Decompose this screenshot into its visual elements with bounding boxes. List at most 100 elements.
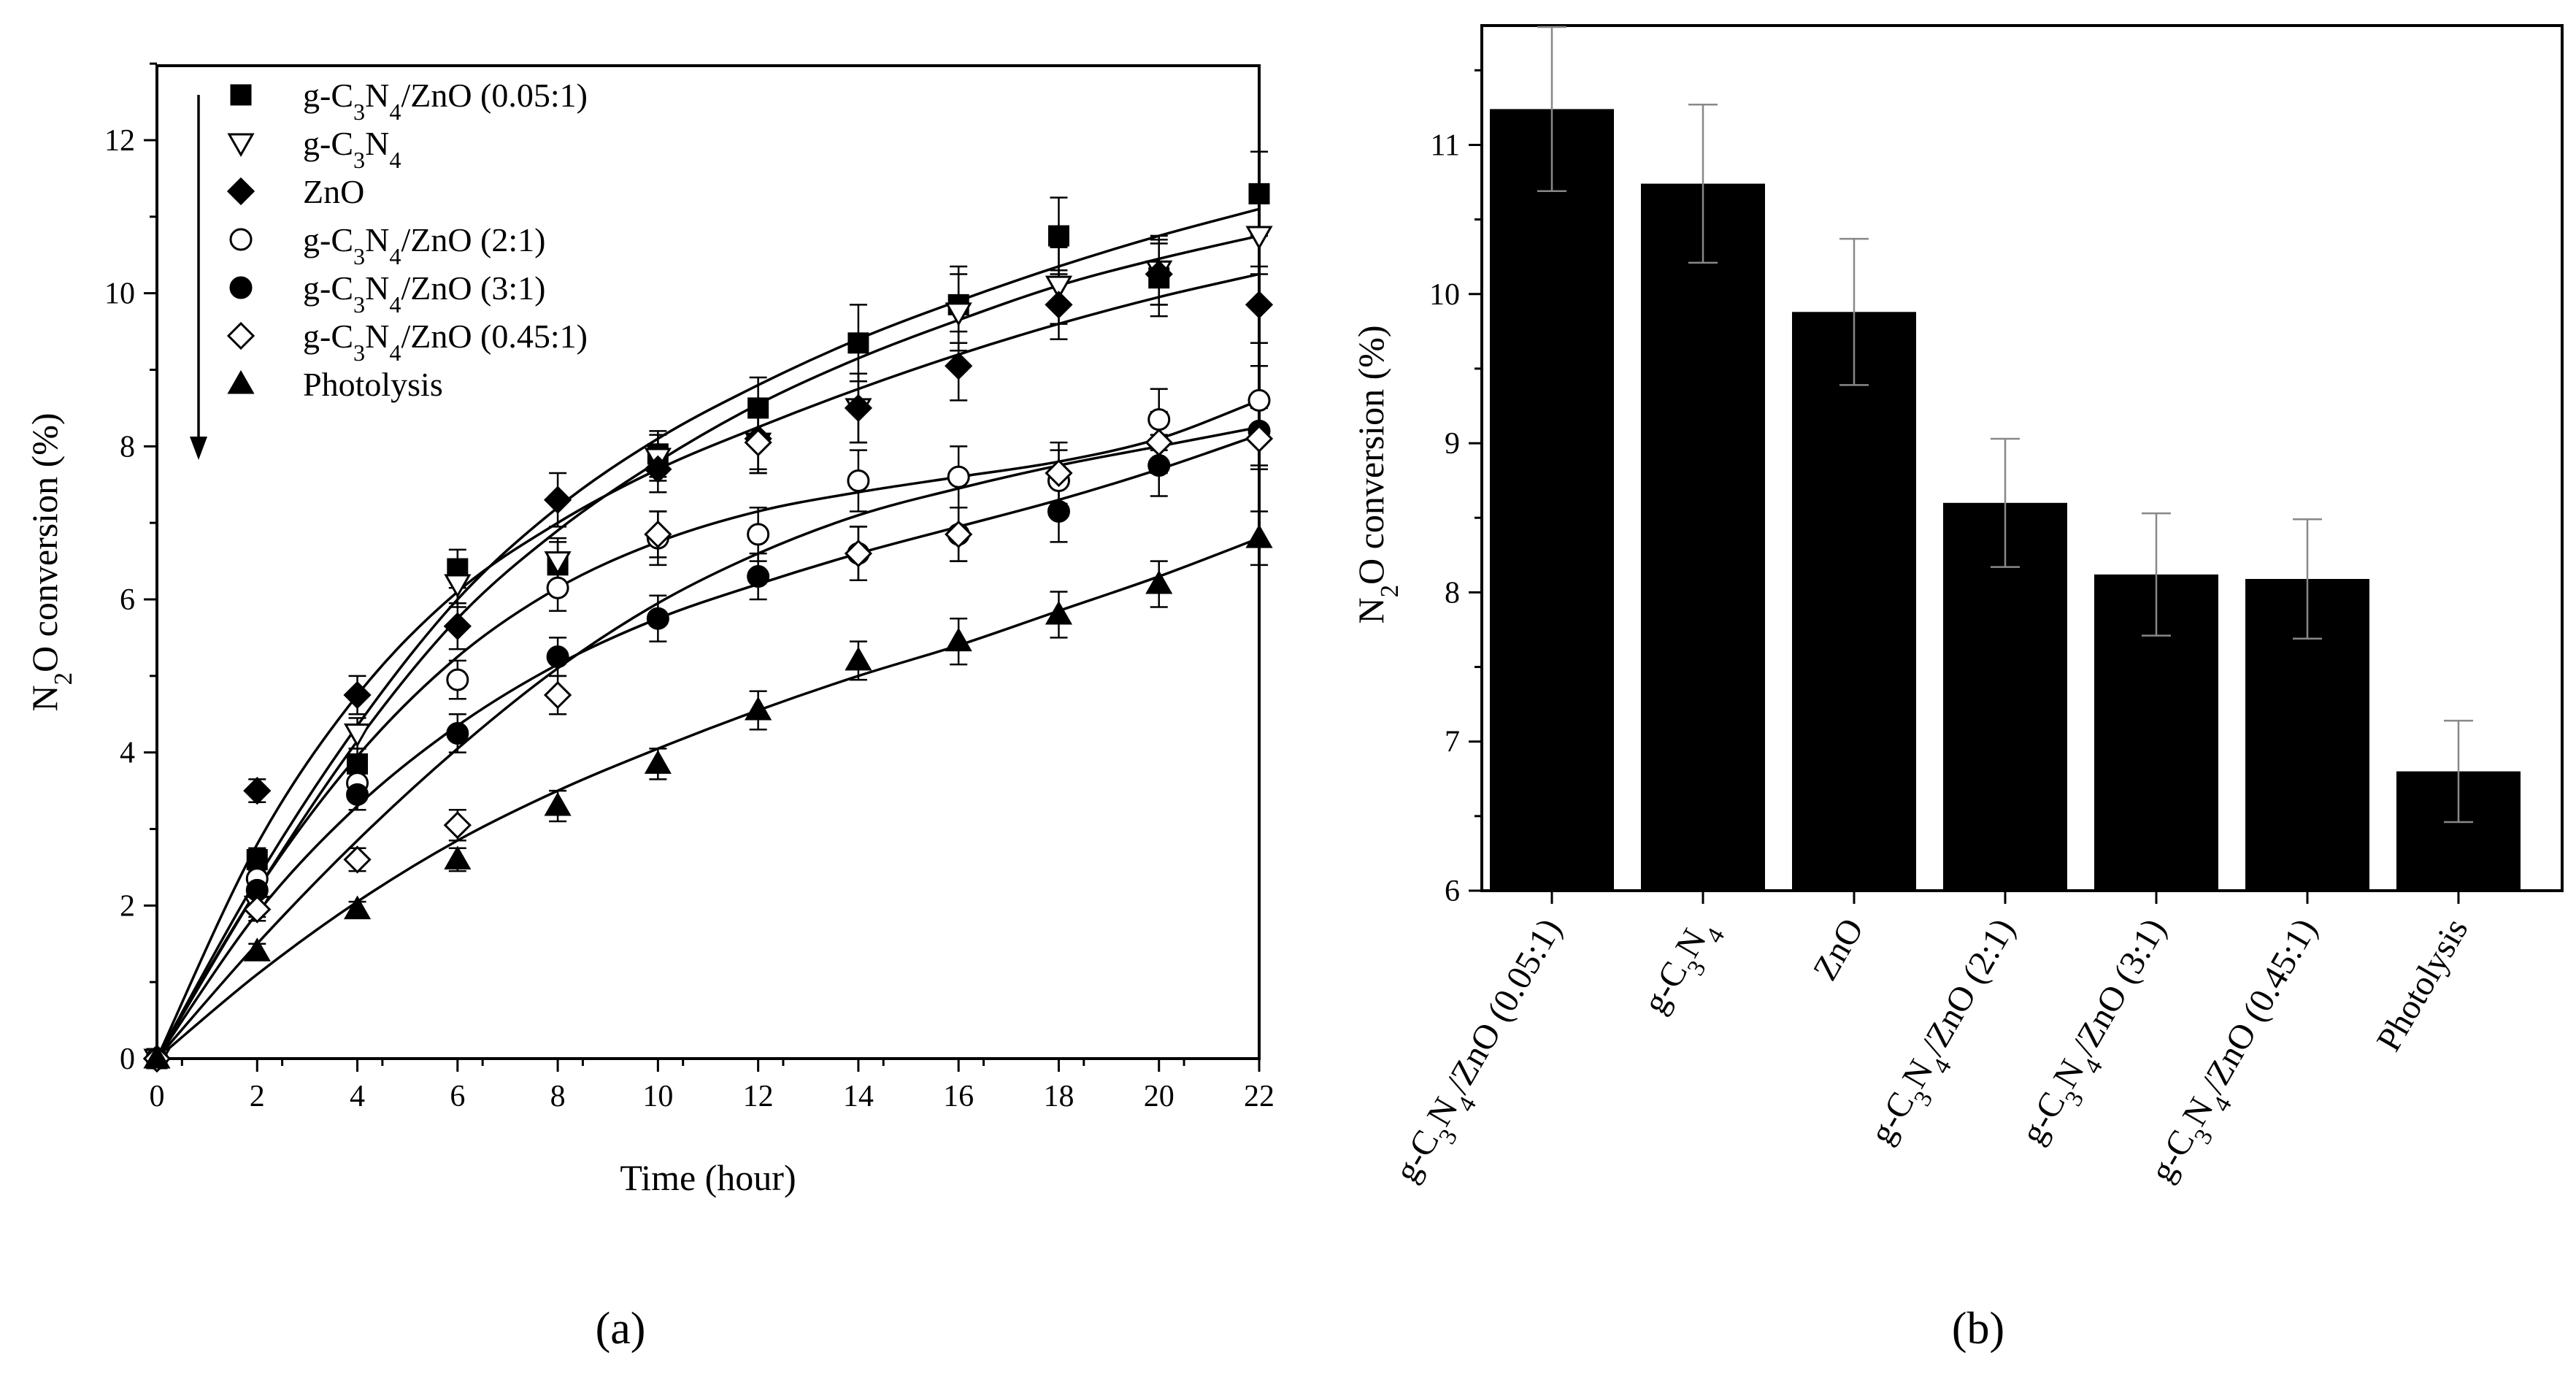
- panel-a-x-tick-label: 12: [743, 1080, 774, 1113]
- bar-zno: [1792, 312, 1916, 891]
- data-point-g-c3n4-zno-3-1: [1047, 499, 1070, 523]
- data-point-zno: [243, 776, 272, 805]
- data-point-g-c3n4-zno-0-45-1: [844, 539, 873, 568]
- legend-marker-g-c3n4-zno-0-05-1: [230, 84, 252, 106]
- data-point-g-c3n4-zno-0-45-1: [443, 811, 472, 840]
- panel-a-x-tick-label: 18: [1043, 1080, 1074, 1113]
- category-label-g-c3n4: g-C3N4: [1635, 912, 1730, 1026]
- data-point-g-c3n4-zno-0-45-1: [1145, 428, 1173, 457]
- legend-marker-g-c3n4-zno-2-1: [229, 228, 253, 251]
- data-point-zno: [1045, 291, 1073, 319]
- panel-a-plot-frame: [155, 64, 1261, 1060]
- data-point-photolysis: [1245, 524, 1273, 548]
- legend-label-photolysis: Photolysis: [303, 366, 443, 403]
- data-point-g-c3n4-zno-0-45-1: [1045, 458, 1073, 488]
- data-point-photolysis: [343, 895, 372, 920]
- panel-a-x-tick-label: 0: [150, 1080, 165, 1113]
- data-point-g-c3n4: [343, 723, 372, 748]
- data-point-photolysis: [1145, 570, 1173, 594]
- data-point-photolysis: [143, 1044, 171, 1069]
- legend-label-zno: ZnO: [303, 173, 364, 210]
- data-point-zno: [543, 485, 572, 514]
- data-point-zno: [945, 352, 973, 380]
- data-point-g-c3n4-zno-0-05-1: [747, 397, 769, 419]
- panel-a-ylabel: N2O conversion (%): [24, 412, 77, 711]
- panel-a-y-tick-label: 0: [120, 1043, 135, 1076]
- panel-a-x-tick-label: 14: [843, 1080, 874, 1113]
- legend-label-g-c3n4-zno-0-45-1: g-C3N4/ZnO (0.45:1): [303, 318, 588, 366]
- panel-a-line-chart: 0 2 4 6 8 10 12 14 16 18 20 22 0 2 4 6 8 10 12 g-C3N4/ZnO …: [24, 62, 1274, 1354]
- data-point-photolysis: [544, 792, 572, 816]
- data-point-g-c3n4-zno-0-05-1: [1248, 183, 1270, 204]
- panel-b-y-tick-label: 9: [1445, 427, 1460, 461]
- legend-label-g-c3n4-zno-0-05-1: g-C3N4/ZnO (0.05:1): [303, 77, 588, 125]
- data-point-g-c3n4-zno-0-05-1: [1047, 225, 1069, 247]
- data-point-zno: [343, 680, 372, 710]
- data-point-g-c3n4-zno-0-05-1: [347, 753, 369, 775]
- panel-a-y-tick-label: 4: [120, 737, 135, 770]
- data-point-g-c3n4-zno-3-1: [346, 783, 369, 806]
- panel-a-x-tick-label: 2: [250, 1080, 265, 1113]
- data-point-g-c3n4-zno-0-45-1: [243, 895, 272, 924]
- data-point-g-c3n4-zno-0-45-1: [744, 428, 772, 457]
- panel-a-x-tick-label: 10: [642, 1080, 673, 1113]
- data-point-g-c3n4-zno-2-1: [1247, 388, 1271, 412]
- data-point-g-c3n4: [1045, 275, 1073, 300]
- data-point-g-c3n4: [945, 302, 972, 326]
- category-label-g-c3n4-zno-2-1: g-C3N4/ZnO (2:1): [1862, 912, 2032, 1156]
- legend-arrow-head: [190, 437, 207, 460]
- data-point-g-c3n4-zno-3-1: [546, 645, 569, 669]
- data-point-g-c3n4-zno-3-1: [747, 565, 770, 588]
- data-point-zno: [443, 612, 472, 640]
- data-point-g-c3n4-zno-0-05-1: [246, 848, 268, 870]
- panel-b-y-tick-label: 11: [1431, 128, 1460, 162]
- panel-a-label: (a): [596, 1304, 646, 1354]
- data-point-g-c3n4-zno-2-1: [546, 576, 569, 599]
- data-point-g-c3n4-zno-2-1: [947, 465, 970, 488]
- panel-a-y-tick-label: 6: [120, 583, 135, 617]
- data-point-photolysis: [845, 646, 872, 671]
- data-point-g-c3n4-zno-0-45-1: [644, 520, 672, 549]
- data-point-photolysis: [745, 696, 772, 721]
- legend-marker-zno: [226, 177, 255, 206]
- data-point-zno: [1145, 260, 1173, 288]
- panel-b-y-tick-label: 6: [1445, 875, 1460, 908]
- panel-b-y-tick-label: 10: [1429, 278, 1460, 312]
- data-point-g-c3n4: [1245, 226, 1273, 250]
- data-point-zno: [844, 394, 873, 423]
- legend-marker-photolysis: [227, 369, 255, 394]
- category-label-g-c3n4-zno-0-45-1: g-C3N4/ZnO (0.45:1): [2142, 912, 2334, 1194]
- fit-curve-g-c3n4: [155, 234, 1260, 1059]
- data-point-photolysis: [1045, 600, 1073, 625]
- panel-a-y-tick-label: 10: [104, 277, 135, 311]
- bar-g-c3n4: [1641, 183, 1765, 891]
- panel-a-x-tick-label: 22: [1244, 1080, 1274, 1113]
- category-label-zno: ZnO: [1806, 912, 1872, 987]
- legend-marker-g-c3n4-zno-0-45-1: [226, 321, 255, 350]
- data-point-g-c3n4-zno-0-05-1: [847, 332, 869, 354]
- panel-a-y-tick-label: 2: [120, 889, 135, 923]
- data-point-zno: [1245, 291, 1274, 319]
- data-point-g-c3n4: [544, 551, 572, 575]
- data-point-g-c3n4-zno-2-1: [847, 469, 870, 493]
- panel-a-x-tick-label: 4: [350, 1080, 365, 1113]
- data-point-g-c3n4-zno-2-1: [1147, 408, 1171, 431]
- panel-a-x-tick-label: 6: [450, 1080, 465, 1113]
- panel-b-ylabel: N2O conversion (%): [1350, 325, 1404, 623]
- fit-curve-photolysis: [155, 537, 1260, 1060]
- legend-marker-g-c3n4-zno-3-1: [229, 276, 253, 299]
- data-point-g-c3n4-zno-0-45-1: [343, 845, 372, 874]
- panel-b-ylabel-text: N2O conversion (%): [1350, 325, 1404, 623]
- legend-marker-g-c3n4: [227, 133, 255, 158]
- panel-a-ylabel-text: N2O conversion (%): [24, 412, 77, 711]
- data-point-g-c3n4-zno-3-1: [646, 607, 669, 630]
- panel-b-y-tick-label: 8: [1445, 576, 1460, 610]
- panel-a-y-tick-label: 12: [104, 124, 135, 158]
- legend-label-g-c3n4: g-C3N4: [303, 125, 401, 173]
- category-label-g-c3n4-zno-3-1: g-C3N4/ZnO (3:1): [2013, 912, 2183, 1156]
- panel-a-x-tick-label: 20: [1144, 1080, 1174, 1113]
- data-point-g-c3n4-zno-0-45-1: [945, 520, 973, 549]
- data-point-photolysis: [945, 627, 972, 652]
